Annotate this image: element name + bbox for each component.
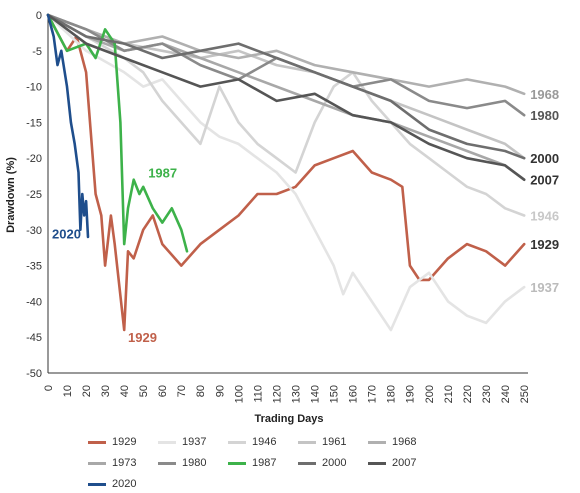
legend-swatch	[368, 440, 386, 444]
x-tick-label: 230	[481, 385, 493, 403]
legend-item-1961: 1961	[298, 436, 356, 448]
series-end-label-1987: 1987	[148, 166, 177, 181]
legend-swatch	[298, 440, 316, 444]
legend-label: 1961	[322, 436, 347, 448]
x-tick-label: 50	[138, 385, 150, 397]
chart-end-labels: 1929 1937 1946 1968 1980 1987 2000 2007 2020 1929	[52, 87, 559, 345]
y-axis-title: Drawdown (%)	[5, 157, 17, 233]
x-tick-label: 110	[252, 385, 264, 403]
legend-item-1987: 1987	[228, 457, 286, 469]
x-tick-label: 90	[214, 385, 226, 397]
x-tick-label: 250	[519, 385, 531, 403]
legend-swatch	[88, 461, 106, 465]
series-line-1968	[46, 13, 526, 96]
legend-label: 1968	[392, 436, 417, 448]
x-tick-label: 240	[500, 385, 512, 403]
x-tick-label: 0	[43, 385, 55, 391]
series-line-1937	[46, 13, 526, 332]
y-tick-label: -35	[26, 261, 42, 273]
chart-legend: 1929 1937 1946 1961 1968 1973 1980 1987 2000 2007…	[88, 436, 488, 490]
legend-label: 1980	[182, 457, 207, 469]
legend-label: 1987	[252, 457, 277, 469]
legend-label: 1937	[182, 436, 207, 448]
y-tick-label: 0	[36, 10, 42, 22]
y-tick-label: -15	[26, 117, 42, 129]
chart-axes: 0-5-10-15-20-25-30-35-40-45-500 10 20 30 40 5…	[26, 10, 531, 403]
legend-item-1980: 1980	[158, 457, 216, 469]
x-axis-title: Trading Days	[254, 413, 323, 425]
legend-swatch	[158, 461, 176, 465]
x-tick-label: 220	[462, 385, 474, 403]
y-tick-label: -45	[26, 332, 42, 344]
x-tick-label: 150	[329, 385, 341, 403]
legend-swatch	[228, 440, 246, 444]
legend-swatch	[88, 440, 106, 444]
series-end-label-2020: 2020	[52, 226, 81, 241]
y-tick-label: -30	[26, 225, 42, 237]
x-tick-label: 210	[443, 385, 455, 403]
series-end-label-2000: 2000	[530, 151, 559, 166]
series-trough-label-1929: 1929	[128, 330, 157, 345]
series-line-2020	[46, 13, 90, 239]
series-end-label-1937: 1937	[530, 280, 559, 295]
series-end-label-1968: 1968	[530, 87, 559, 102]
legend-swatch	[368, 461, 386, 465]
x-tick-label: 100	[233, 385, 245, 403]
legend-item-2020: 2020	[88, 478, 146, 490]
legend-item-2007: 2007	[368, 457, 426, 469]
x-tick-label: 40	[119, 385, 131, 397]
y-tick-label: -10	[26, 82, 42, 94]
x-tick-label: 160	[348, 385, 360, 403]
x-tick-label: 180	[386, 385, 398, 403]
y-tick-label: -50	[26, 368, 42, 380]
x-tick-label: 190	[405, 385, 417, 403]
x-tick-label: 30	[100, 385, 112, 397]
chart-series-lines	[46, 13, 526, 332]
x-tick-label: 130	[290, 385, 302, 403]
legend-item-1937: 1937	[158, 436, 216, 448]
legend-label: 1946	[252, 436, 277, 448]
series-end-label-1980: 1980	[530, 108, 559, 123]
series-line-1946	[46, 13, 526, 217]
legend-item-2000: 2000	[298, 457, 356, 469]
series-line-2000	[46, 13, 526, 160]
x-tick-label: 80	[195, 385, 207, 397]
series-end-label-1946: 1946	[530, 208, 559, 223]
series-end-label-1929: 1929	[530, 237, 559, 252]
y-tick-label: -25	[26, 189, 42, 201]
legend-label: 1973	[112, 457, 137, 469]
legend-item-1946: 1946	[228, 436, 286, 448]
x-tick-label: 120	[271, 385, 283, 403]
legend-label: 1929	[112, 436, 137, 448]
y-tick-label: -5	[32, 46, 42, 58]
x-tick-label: 60	[157, 385, 169, 397]
y-tick-label: -20	[26, 153, 42, 165]
legend-swatch	[298, 461, 316, 465]
x-tick-label: 70	[176, 385, 188, 397]
legend-swatch	[88, 482, 106, 486]
y-tick-label: -40	[26, 296, 42, 308]
x-tick-label: 140	[310, 385, 322, 403]
series-end-label-2007: 2007	[530, 173, 559, 188]
legend-item-1973: 1973	[88, 457, 146, 469]
x-tick-label: 10	[62, 385, 74, 397]
legend-swatch	[228, 461, 246, 465]
series-line-1961	[46, 13, 526, 160]
legend-swatch	[158, 440, 176, 444]
series-line-1987	[46, 13, 189, 253]
x-tick-label: 200	[424, 385, 436, 403]
legend-label: 2000	[322, 457, 347, 469]
legend-label: 2007	[392, 457, 417, 469]
legend-item-1968: 1968	[368, 436, 426, 448]
x-tick-label: 170	[367, 385, 379, 403]
legend-item-1929: 1929	[88, 436, 146, 448]
legend-label: 2020	[112, 478, 137, 490]
x-tick-label: 20	[81, 385, 93, 397]
series-line-2007	[46, 13, 526, 181]
